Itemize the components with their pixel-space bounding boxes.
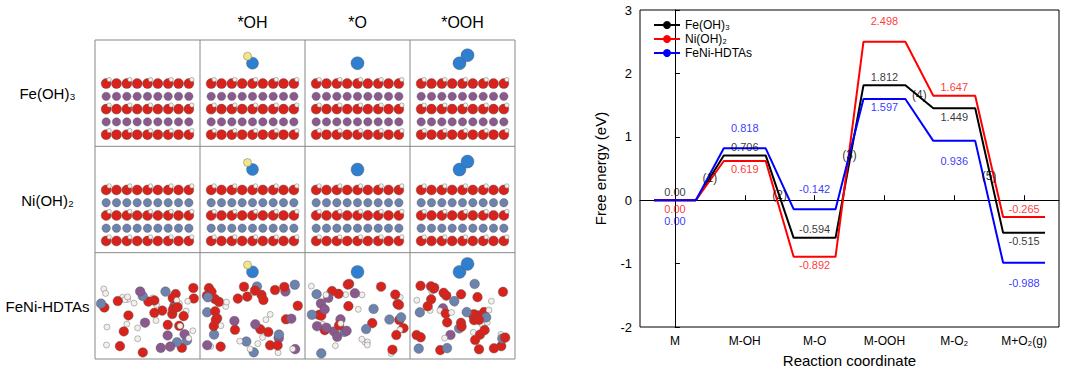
svg-text:1.812: 1.812 [871,71,899,83]
svg-text:-0.892: -0.892 [799,259,830,271]
svg-text:*OH: *OH [237,14,267,31]
svg-text:1.449: 1.449 [940,111,968,123]
svg-text:(2): (2) [772,188,787,202]
svg-text:*OOH: *OOH [441,14,484,31]
svg-text:Ni(OH)₂: Ni(OH)₂ [685,32,727,46]
svg-text:0.00: 0.00 [664,186,685,198]
svg-text:-1: -1 [620,256,632,271]
svg-text:-0.594: -0.594 [799,223,830,235]
svg-text:(3): (3) [842,148,857,162]
svg-text:0.00: 0.00 [664,215,685,227]
svg-text:3: 3 [625,3,632,18]
svg-text:Reaction coordinate: Reaction coordinate [783,352,916,369]
svg-text:M: M [670,334,680,348]
svg-text:-0.265: -0.265 [1008,203,1039,215]
svg-text:Fe(OH)₃: Fe(OH)₃ [685,18,730,32]
svg-text:FeNi-HDTAs: FeNi-HDTAs [685,46,752,60]
svg-text:0: 0 [625,193,632,208]
svg-text:0.706: 0.706 [731,141,759,153]
svg-text:Fe(OH)₃: Fe(OH)₃ [19,85,75,102]
svg-text:(1): (1) [702,171,717,185]
svg-text:0.818: 0.818 [731,122,759,134]
svg-text:-0.988: -0.988 [1008,277,1039,289]
svg-text:-0.142: -0.142 [799,183,830,195]
svg-text:(5): (5) [982,169,997,183]
svg-text:0.619: 0.619 [731,163,759,175]
svg-text:2: 2 [625,66,632,81]
svg-text:Free energy (eV): Free energy (eV) [592,112,609,225]
svg-text:Ni(OH)₂: Ni(OH)₂ [21,192,74,209]
svg-text:M-OH: M-OH [729,334,761,348]
svg-text:FeNi-HDTAs: FeNi-HDTAs [6,298,90,315]
svg-text:1.597: 1.597 [871,101,899,113]
svg-text:-0.515: -0.515 [1008,235,1039,247]
svg-text:*O: *O [348,14,367,31]
svg-text:1: 1 [625,129,632,144]
svg-text:1.647: 1.647 [940,81,968,93]
svg-text:(4): (4) [912,88,927,102]
svg-text:-2: -2 [620,320,632,335]
svg-text:M-O₂: M-O₂ [940,334,968,348]
svg-text:0.00: 0.00 [664,203,685,215]
svg-text:M-O: M-O [803,334,826,348]
svg-text:2.498: 2.498 [871,15,899,27]
svg-text:0.936: 0.936 [940,155,968,167]
svg-text:M+O₂(g): M+O₂(g) [1001,334,1047,348]
svg-text:M-OOH: M-OOH [864,334,905,348]
